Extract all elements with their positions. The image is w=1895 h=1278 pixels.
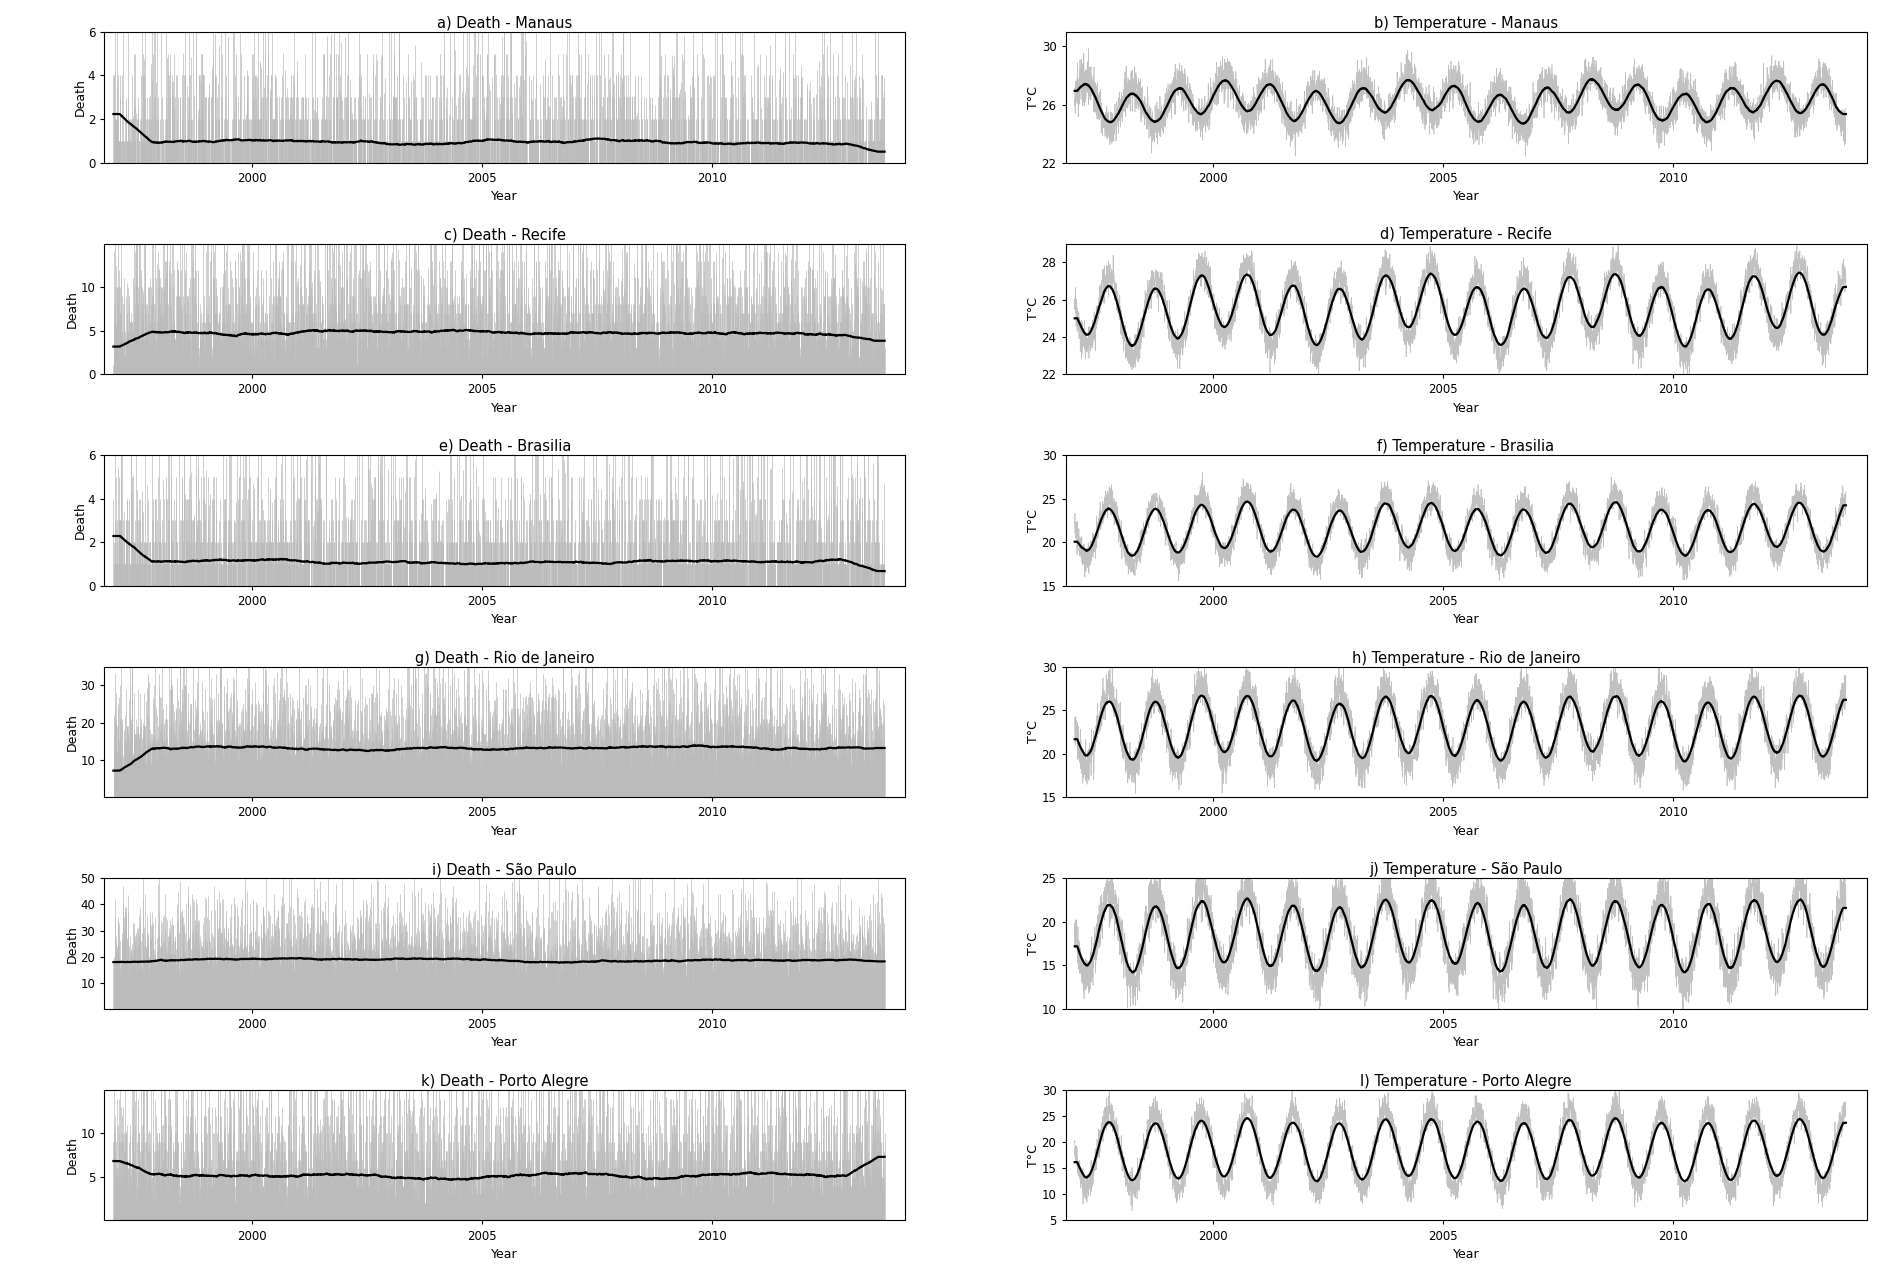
Y-axis label: Death: Death [66, 290, 80, 327]
Title: b) Temperature - Manaus: b) Temperature - Manaus [1374, 15, 1558, 31]
Y-axis label: T°C: T°C [1027, 1144, 1040, 1167]
X-axis label: Year: Year [1453, 190, 1480, 203]
X-axis label: Year: Year [1453, 1249, 1480, 1261]
Y-axis label: Death: Death [66, 713, 80, 751]
X-axis label: Year: Year [1453, 401, 1480, 415]
Y-axis label: T°C: T°C [1027, 298, 1040, 321]
X-axis label: Year: Year [491, 613, 517, 626]
X-axis label: Year: Year [1453, 1036, 1480, 1049]
X-axis label: Year: Year [491, 190, 517, 203]
X-axis label: Year: Year [491, 824, 517, 838]
Y-axis label: Death: Death [66, 925, 80, 962]
X-axis label: Year: Year [491, 401, 517, 415]
Title: i) Death - São Paulo: i) Death - São Paulo [432, 863, 578, 877]
Y-axis label: Death: Death [74, 78, 87, 116]
Title: a) Death - Manaus: a) Death - Manaus [438, 15, 572, 31]
Y-axis label: T°C: T°C [1027, 932, 1040, 955]
Title: l) Temperature - Porto Alegre: l) Temperature - Porto Alegre [1361, 1074, 1571, 1089]
Title: f) Temperature - Brasilia: f) Temperature - Brasilia [1378, 438, 1554, 454]
Title: h) Temperature - Rio de Janeiro: h) Temperature - Rio de Janeiro [1351, 651, 1580, 666]
X-axis label: Year: Year [1453, 613, 1480, 626]
Y-axis label: T°C: T°C [1027, 86, 1040, 109]
Title: k) Death - Porto Alegre: k) Death - Porto Alegre [421, 1074, 589, 1089]
Y-axis label: T°C: T°C [1027, 509, 1040, 532]
Title: g) Death - Rio de Janeiro: g) Death - Rio de Janeiro [415, 651, 595, 666]
Y-axis label: Death: Death [74, 501, 87, 539]
Title: e) Death - Brasilia: e) Death - Brasilia [438, 438, 570, 454]
X-axis label: Year: Year [491, 1249, 517, 1261]
Title: d) Temperature - Recife: d) Temperature - Recife [1380, 227, 1552, 243]
Title: j) Temperature - São Paulo: j) Temperature - São Paulo [1370, 863, 1563, 877]
X-axis label: Year: Year [1453, 824, 1480, 838]
X-axis label: Year: Year [491, 1036, 517, 1049]
Y-axis label: Death: Death [66, 1136, 80, 1174]
Y-axis label: T°C: T°C [1027, 721, 1040, 744]
Title: c) Death - Recife: c) Death - Recife [443, 227, 567, 243]
